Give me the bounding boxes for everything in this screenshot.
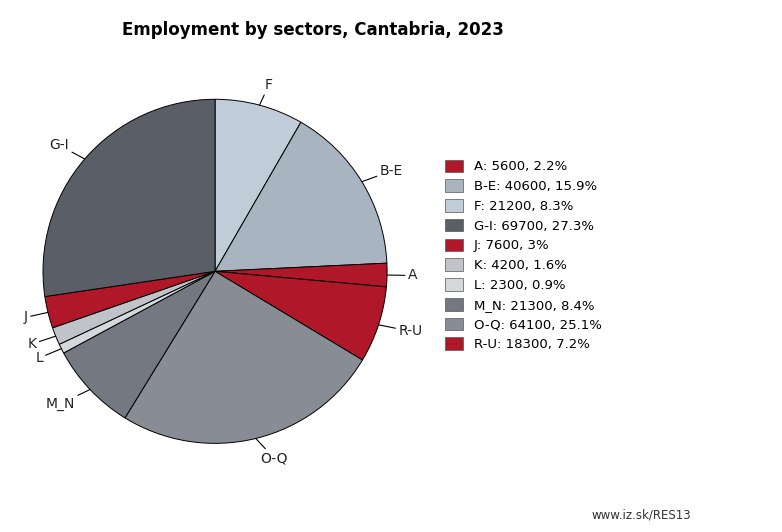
Text: G-I: G-I	[49, 138, 84, 159]
Text: R-U: R-U	[378, 324, 422, 338]
Wedge shape	[215, 263, 387, 287]
Text: www.iz.sk/RES13: www.iz.sk/RES13	[591, 509, 691, 521]
Wedge shape	[45, 271, 215, 328]
Wedge shape	[63, 271, 215, 418]
Text: A: A	[387, 269, 417, 282]
Legend: A: 5600, 2.2%, B-E: 40600, 15.9%, F: 21200, 8.3%, G-I: 69700, 27.3%, J: 7600, 3%: A: 5600, 2.2%, B-E: 40600, 15.9%, F: 212…	[444, 160, 601, 351]
Wedge shape	[215, 271, 386, 360]
Text: F: F	[260, 78, 273, 105]
Wedge shape	[52, 271, 215, 344]
Text: J: J	[24, 310, 48, 325]
Text: B-E: B-E	[362, 164, 403, 182]
Text: O-Q: O-Q	[256, 438, 289, 466]
Wedge shape	[215, 99, 301, 271]
Text: L: L	[35, 348, 62, 365]
Wedge shape	[125, 271, 363, 443]
Wedge shape	[43, 99, 215, 296]
Wedge shape	[215, 122, 387, 271]
Text: Employment by sectors, Cantabria, 2023: Employment by sectors, Cantabria, 2023	[122, 21, 504, 39]
Wedge shape	[59, 271, 215, 353]
Text: M_N: M_N	[45, 389, 90, 411]
Text: K: K	[27, 336, 56, 351]
